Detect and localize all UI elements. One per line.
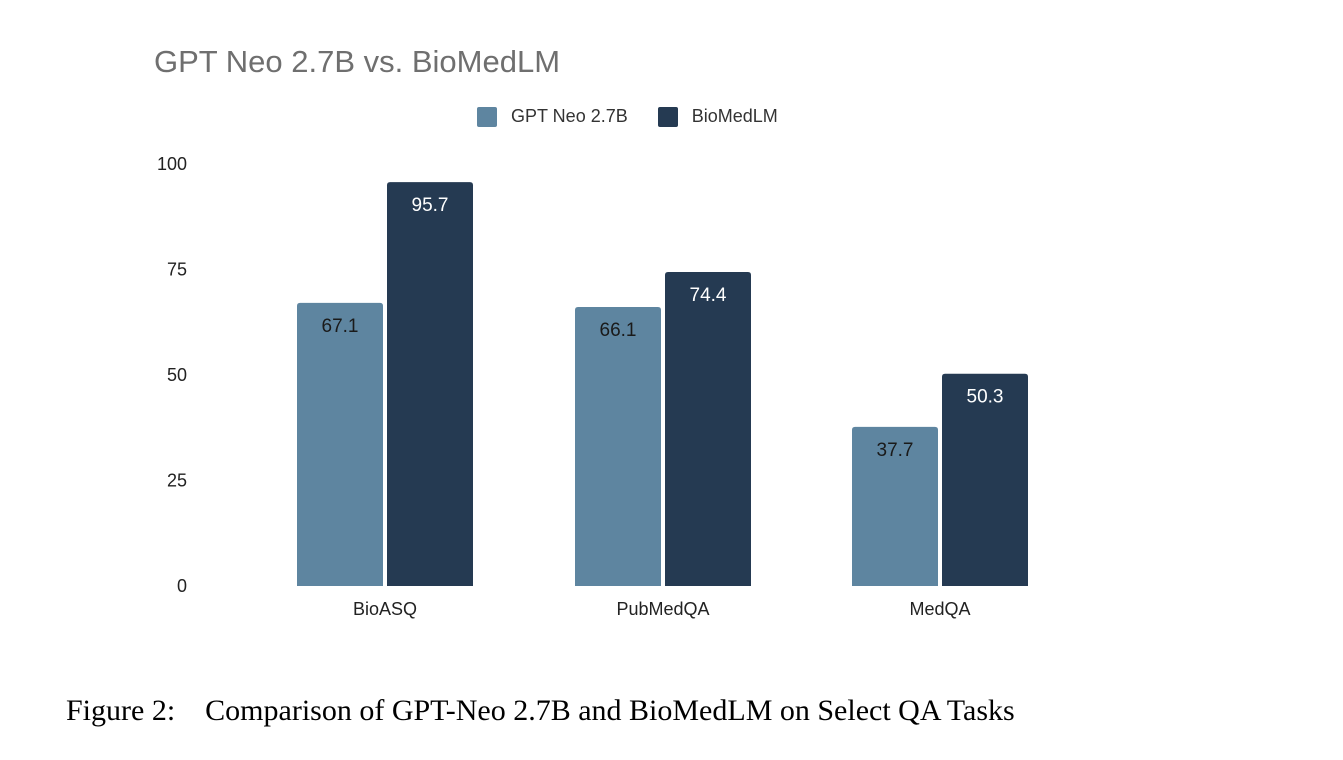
bar-biomedlm-medqa — [942, 373, 1028, 586]
legend-label-gpt-neo: GPT Neo 2.7B — [511, 106, 628, 126]
y-tick-label: 25 — [167, 471, 187, 491]
bar-biomedlm-bioasq — [387, 182, 473, 586]
y-tick-label: 0 — [177, 576, 187, 596]
bar-gpt-neo-medqa — [852, 426, 938, 586]
data-label: 66.1 — [600, 320, 637, 341]
data-label: 74.4 — [690, 285, 727, 306]
chart-title: GPT Neo 2.7B vs. BioMedLM — [154, 44, 561, 79]
x-tick-label: BioASQ — [353, 599, 417, 619]
legend-swatch-biomedlm — [657, 106, 678, 127]
y-tick-label: 100 — [157, 154, 187, 174]
x-tick-label: PubMedQA — [616, 599, 709, 619]
figure-caption: Figure 2: Comparison of GPT-Neo 2.7B and … — [66, 694, 1015, 728]
legend-item-gpt-neo: GPT Neo 2.7B — [477, 106, 628, 127]
x-tick-label: MedQA — [909, 599, 970, 619]
chart: GPT Neo 2.7B vs. BioMedLM GPT Neo 2.7B B… — [154, 44, 1028, 619]
data-label: 50.3 — [967, 387, 1004, 408]
y-tick-label: 50 — [167, 365, 187, 385]
legend-item-biomedlm: BioMedLM — [657, 106, 778, 127]
caption-text: Comparison of GPT-Neo 2.7B and BioMedLM … — [205, 694, 1015, 727]
legend-swatch-gpt-neo — [477, 106, 497, 127]
y-tick-label: 75 — [167, 260, 187, 280]
legend-label-biomedlm: BioMedLM — [691, 106, 778, 126]
plot-area: 0 25 50 75 100 67.1 95.7 BioASQ 66.1 74.4 PubMedQA… — [157, 154, 1028, 619]
data-label: 37.7 — [877, 440, 914, 461]
data-label: 95.7 — [412, 195, 449, 216]
bar-gpt-neo-bioasq — [297, 302, 383, 586]
data-label: 67.1 — [322, 316, 359, 337]
bar-gpt-neo-pubmedqa — [575, 307, 661, 586]
caption-label: Figure 2: — [66, 694, 176, 727]
legend: GPT Neo 2.7B BioMedLM — [477, 106, 808, 127]
bar-biomedlm-pubmedqa — [665, 272, 751, 586]
